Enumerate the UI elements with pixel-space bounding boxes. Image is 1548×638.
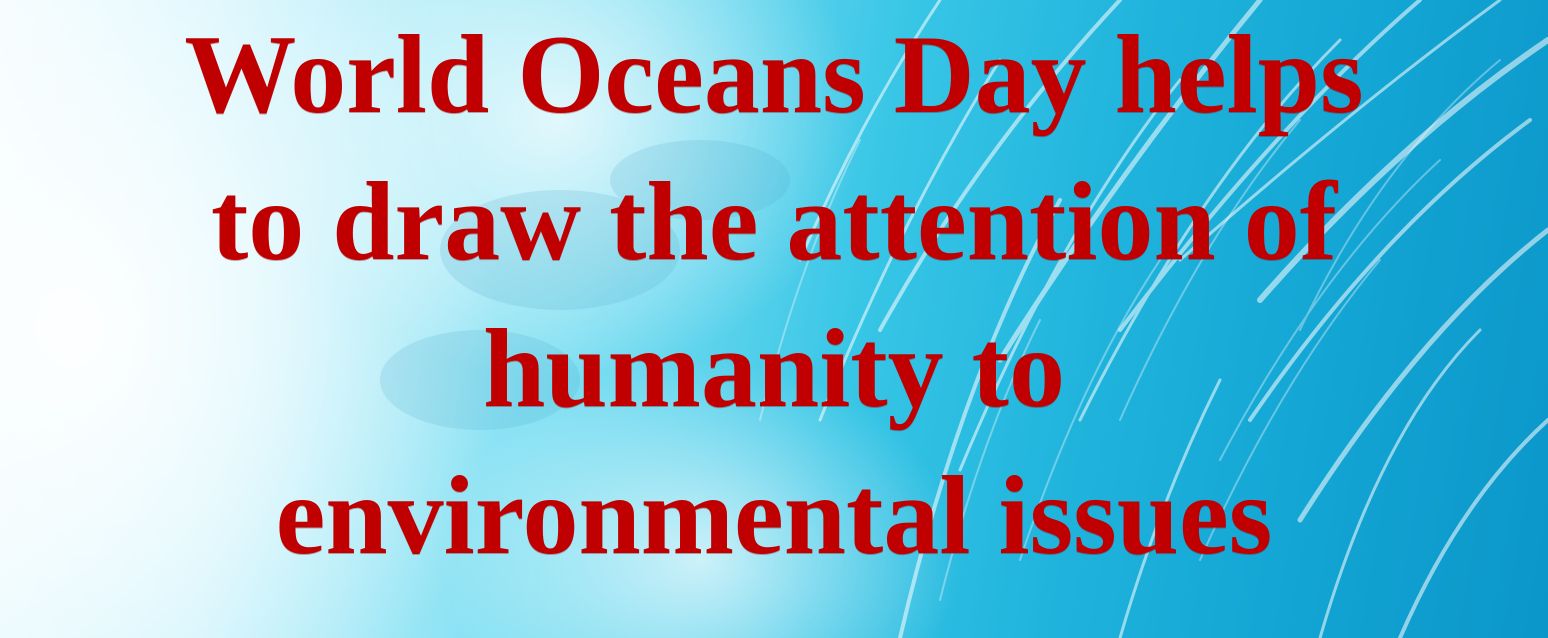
headline-line-2: to draw the attention of — [210, 160, 1338, 284]
headline-line-1: World Oceans Day helps — [184, 13, 1364, 137]
headline-line-4: environmental issues — [275, 454, 1273, 578]
headline-line-3: humanity to — [483, 307, 1065, 431]
